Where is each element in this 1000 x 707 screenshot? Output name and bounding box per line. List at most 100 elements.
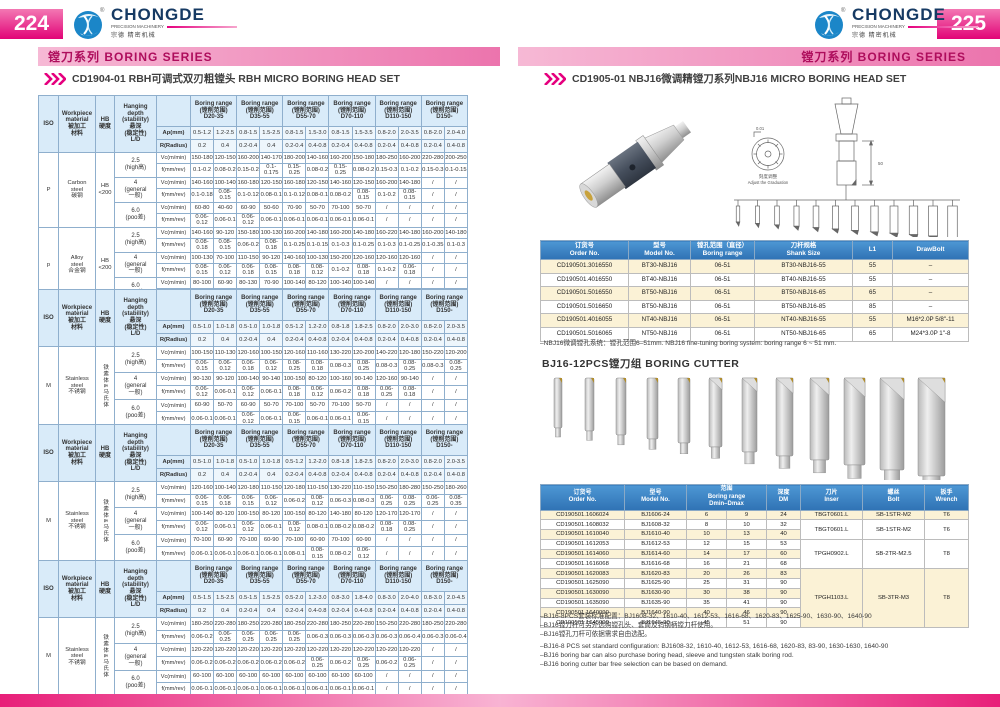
table-cell: BJ1612-53: [624, 538, 687, 550]
table-header-cell: Boring range (镗削范围) D150-: [420, 424, 469, 456]
table-cell: 铁素体&马氏体: [95, 480, 115, 562]
table-cell: /: [420, 655, 445, 671]
table-cell: 0.08-0.18: [351, 384, 376, 400]
table-cell: 110-130: [213, 346, 238, 360]
table-cell: 0.06-0.18: [397, 262, 422, 278]
table-cell: 110-150: [236, 251, 261, 264]
table-cell: 0.06-0.25: [259, 629, 284, 645]
table-cell: 0.1-0.2: [397, 163, 422, 178]
table-cell: 180-250: [189, 617, 215, 631]
table-cell: 120-160: [351, 251, 376, 264]
table-cell: 60-90: [236, 201, 261, 214]
section-title-text-right: CD1905-01 NBJ16微调精镗刀系列NBJ16 MICRO BORING…: [572, 73, 907, 85]
table-cell: SB-1STR-M2: [862, 509, 925, 521]
table-cell: /: [420, 643, 445, 657]
table-cell: 0.06-0.2: [374, 655, 399, 671]
table-cell: CD190501.5016065: [540, 326, 629, 342]
table-cell: 0.5-1.0: [189, 455, 215, 469]
table-cell: M: [38, 480, 59, 562]
table-header-cell: f(mm/rev): [156, 358, 191, 374]
table-cell: 0.1-0.25: [282, 237, 307, 253]
table-cell: 180-260: [443, 481, 469, 495]
table-cell: 0.06-0.2: [259, 655, 284, 671]
table-cell: 0.8-2.0: [420, 320, 445, 334]
table-cell: /: [420, 212, 445, 228]
table-cell: 60-90: [236, 398, 261, 413]
table-header-cell: Vc(m/min): [156, 507, 191, 521]
table-cell: 41: [726, 597, 767, 609]
table-header-cell: 镗孔范围（直径） Boring range: [690, 240, 755, 260]
table-cell: 0.4: [213, 604, 238, 618]
table-cell: 0.2-0.4: [328, 604, 353, 618]
table-cell: 0.06-0.1: [236, 546, 261, 562]
table-cell: 0.06-0.2: [328, 655, 353, 671]
table-header-cell: f(mm/rev): [156, 212, 191, 228]
table-cell: 0.06-0.2: [236, 237, 261, 253]
logo-subtitle: PRECISION MACHINERY: [852, 24, 978, 30]
table-cell: 2.5 (high高): [114, 226, 157, 253]
table-cell: 0.15-0.3: [374, 163, 399, 178]
table-cell: 55: [852, 272, 893, 288]
table-cell: NT50-NBJ16-65: [754, 326, 853, 342]
table-cell: 70-100: [282, 398, 307, 413]
table-header-cell: Vc(m/min): [156, 201, 191, 214]
table-cell: 0.06-0.12: [189, 384, 215, 400]
table-cell: CD190501.4016550: [540, 272, 629, 288]
table-header-cell: Workpiece material 被加工 材料: [58, 95, 96, 153]
table-cell: BJ1616-68: [624, 558, 687, 570]
table-cell: BT50-NBJ16: [628, 286, 691, 301]
table-header-cell: Boring range (镗削范围) D35-55: [236, 289, 284, 321]
table-header-cell: 刀片 Inser: [800, 484, 863, 511]
table-cell: 0.2-0.4: [282, 468, 307, 482]
order-table-note: –NBJ16微调镗孔系统：镗孔范围6–51mm. NBJ16 fine-tuni…: [540, 340, 837, 347]
table-cell: 1.5-2.5: [213, 591, 238, 605]
table-cell: 0.4-0.8: [305, 604, 330, 618]
table-cell: 0.06-0.25: [374, 384, 399, 400]
table-cell: 0.06-0.15: [189, 493, 215, 509]
table-cell: 6.0(poo差): [114, 201, 157, 228]
table-cell: 1.5-3.0: [305, 126, 330, 140]
table-cell: 100-150: [236, 507, 261, 521]
table-cell: 0.08-0.2: [328, 187, 353, 203]
table-cell: 120-150: [213, 152, 238, 164]
table-cell: 120-180: [236, 481, 261, 495]
section-title-right: CD1905-01 NBJ16微调精镗刀系列NBJ16 MICRO BORING…: [544, 71, 906, 86]
cutting-data-table-4: ISO Workpiece material 被加工 材料 HB 硬度 Hanging dept…: [38, 560, 469, 696]
table-cell: 15: [726, 538, 767, 550]
table-header-cell: L1: [852, 240, 893, 260]
table-cell: CD190501.5016550: [540, 286, 629, 301]
table-cell: 140-160: [189, 176, 215, 189]
table-cell: 0.08-0.2: [351, 519, 376, 535]
svg-text:刻度调整: 刻度调整: [759, 173, 778, 180]
table-cell: 150-200: [328, 251, 353, 264]
table-cell: 0.4-0.8: [351, 333, 376, 347]
table-cell: 0.4: [259, 333, 284, 347]
table-cell: 0.08-0.1: [259, 187, 284, 203]
table-cell: /: [397, 212, 422, 228]
table-header-cell: R(Radius): [156, 468, 191, 482]
table-cell: T8: [924, 568, 969, 629]
table-cell: 120-160: [282, 346, 307, 360]
table-cell: 0.06-0.12: [189, 212, 215, 228]
table-cell: /: [420, 533, 445, 548]
table-cell: 70-90: [259, 276, 284, 289]
table-cell: 1.8-2.5: [351, 320, 376, 334]
table-cell: 0.15-0.25: [328, 163, 353, 178]
table-cell: 160-200: [374, 176, 399, 189]
table-cell: 0.06-0.1: [328, 212, 353, 228]
table-cell: 70-100: [328, 533, 353, 548]
table-cell: /: [397, 669, 422, 684]
table-cell: 0.2-0.4: [236, 468, 261, 482]
table-cell: NT40-NBJ16-55: [754, 313, 853, 328]
table-cell: /: [420, 546, 445, 562]
table-cell: 0.06-0.1: [351, 212, 376, 228]
svg-text:0.01: 0.01: [756, 126, 765, 131]
logo-name: CHONGDE: [111, 5, 205, 24]
table-cell: 0.1-0.3: [328, 237, 353, 253]
table-cell: Stainless steel 不锈钢: [58, 617, 96, 696]
logo-globe-icon: ®: [815, 7, 846, 39]
table-cell: 0.06-0.12: [259, 493, 284, 509]
table-cell: BJ1630-90: [624, 587, 687, 599]
table-cell: Stainless steel 不锈钢: [58, 480, 96, 562]
table-cell: 0.1-0.25: [397, 237, 422, 253]
